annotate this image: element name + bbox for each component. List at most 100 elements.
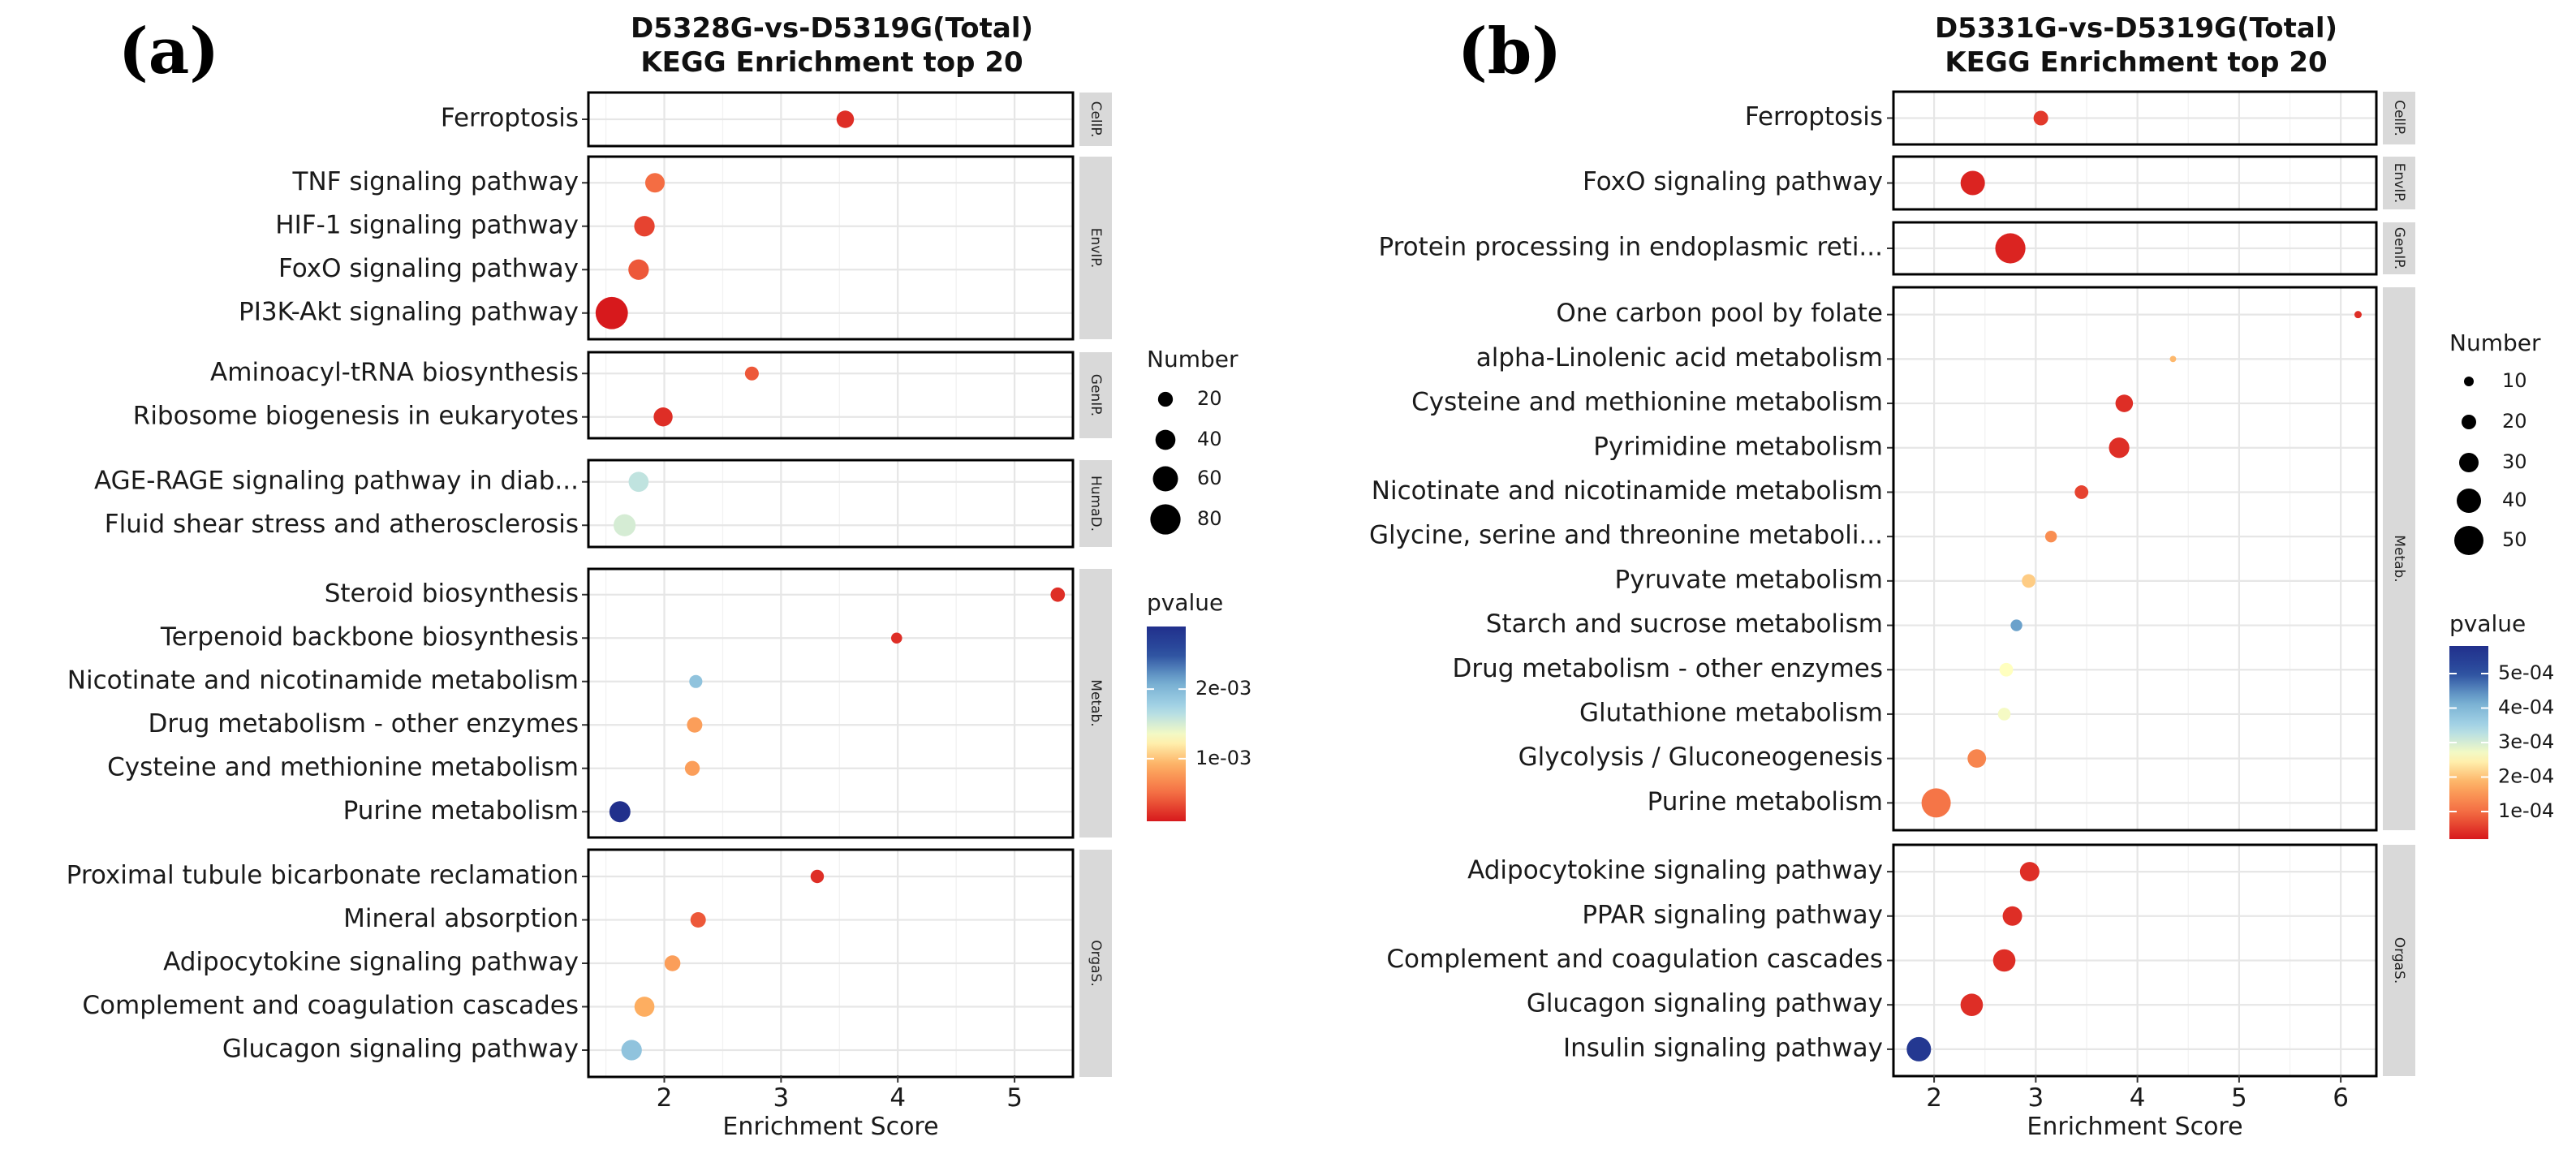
- size-legend-label: 20: [2502, 410, 2527, 433]
- size-legend-label: 20: [1197, 387, 1222, 410]
- term-label: Terpenoid backbone biosynthesis: [160, 622, 579, 652]
- panel-label: (a): [118, 15, 219, 88]
- facet-cellp: CellP. Ferroptosis: [1745, 90, 2415, 146]
- size-legend-key: [1157, 391, 1174, 407]
- facet-strip-label: OrgaS.: [1088, 940, 1104, 986]
- facet-border: [1892, 286, 2378, 832]
- size-legend-key: [2462, 415, 2476, 429]
- term-label: Fluid shear stress and atherosclerosis: [105, 510, 579, 539]
- data-point: [1999, 662, 2014, 677]
- size-legend-label: 40: [2502, 489, 2527, 511]
- facet-border: [587, 155, 1075, 341]
- facet-orgas: OrgaS. Adipocytokine signaling pathway PPA…: [1386, 843, 2415, 1078]
- data-point: [2169, 355, 2177, 363]
- term-label: Proximal tubule bicarbonate reclamation: [67, 861, 579, 890]
- data-point: [2022, 574, 2036, 588]
- facet-border: [1892, 843, 2378, 1078]
- facet-strip: [1079, 569, 1112, 838]
- facet-cellp: CellP. Ferroptosis: [441, 91, 1112, 148]
- facet-strip-label: EnvIP.: [1088, 228, 1104, 269]
- facet-strip-label: Metab.: [2391, 535, 2407, 582]
- term-label: Ferroptosis: [1745, 102, 1883, 131]
- size-legend-label: 10: [2502, 369, 2527, 392]
- facet-border: [587, 351, 1075, 440]
- term-label: Glycine, serine and threonine metaboli..…: [1369, 521, 1883, 550]
- data-point: [634, 997, 655, 1017]
- data-point: [1992, 949, 2016, 972]
- facet-strip: [1079, 157, 1112, 339]
- term-label: Glucagon signaling pathway: [1527, 989, 1883, 1018]
- facet-strip-label: OrgaS.: [2391, 937, 2407, 984]
- facet-border: [587, 848, 1075, 1079]
- term-label: Glycolysis / Gluconeogenesis: [1518, 743, 1883, 772]
- facet-background: [588, 157, 1073, 339]
- x-tick-label: 5: [2231, 1083, 2247, 1113]
- term-label: AGE-RAGE signaling pathway in diab...: [94, 466, 579, 495]
- colorbar-tick-label: 1e-04: [2498, 799, 2554, 822]
- size-legend-label: 80: [1197, 507, 1222, 530]
- x-tick-label: 2: [1926, 1083, 1942, 1113]
- chart-subtitle: KEGG Enrichment top 20: [1945, 46, 2327, 79]
- data-point: [664, 955, 681, 971]
- colorbar-tick-label: 4e-04: [2498, 696, 2554, 719]
- facet-strip: [1079, 352, 1112, 438]
- data-point: [2074, 485, 2089, 499]
- data-point: [614, 514, 636, 536]
- chart-title: D5331G-vs-D5319G(Total): [1935, 12, 2337, 45]
- x-axis-title: Enrichment Score: [722, 1113, 938, 1141]
- data-point: [1906, 1036, 1932, 1061]
- data-point: [2115, 394, 2134, 412]
- data-point: [1997, 708, 2011, 721]
- data-point: [1921, 788, 1951, 818]
- data-point: [628, 259, 649, 280]
- colorbar: [1147, 627, 1186, 821]
- chart-subtitle: KEGG Enrichment top 20: [640, 46, 1023, 79]
- data-point: [2109, 437, 2130, 459]
- facet-border: [1892, 155, 2378, 211]
- term-label: PPAR signaling pathway: [1582, 900, 1883, 929]
- data-point: [2010, 619, 2022, 631]
- size-legend-label: 60: [1197, 467, 1222, 489]
- facet-strip-label: EnvIP.: [2391, 163, 2407, 204]
- data-point: [1050, 587, 1066, 602]
- size-legend: Number 10 20 30 40 50: [2449, 329, 2541, 555]
- colorbar-tick-label: 2e-04: [2498, 765, 2554, 788]
- color-legend: pvalue 5e-04 4e-04 3e-04 2e-04 1e-04: [2449, 610, 2554, 839]
- facet-envip: EnvIP. FoxO signaling pathway: [1583, 155, 2415, 211]
- facet-envip: EnvIP. TNF signaling pathway HIF-1 signali…: [239, 155, 1112, 341]
- data-point: [2002, 906, 2022, 926]
- data-point: [689, 674, 703, 688]
- colorbar-tick-label: 5e-04: [2498, 661, 2554, 684]
- facet-strip: [2383, 157, 2415, 209]
- term-label: Glutathione metabolism: [1579, 698, 1883, 727]
- facet-orgas: OrgaS. Proximal tubule bicarbonate reclam…: [67, 848, 1112, 1079]
- size-legend-label: 50: [2502, 528, 2527, 551]
- facet-strip: [2383, 222, 2415, 274]
- data-point: [1995, 233, 2026, 264]
- color-legend-title: pvalue: [1147, 589, 1223, 616]
- chart-panel-1: (a) D5328G-vs-D5319G(Total)KEGG Enrichmen…: [67, 12, 1252, 1141]
- size-legend-key: [1152, 466, 1178, 492]
- data-point: [2354, 311, 2362, 319]
- panel-label: (b): [1458, 15, 1562, 88]
- x-tick-label: 2: [657, 1083, 673, 1113]
- term-label: Starch and sucrose metabolism: [1486, 609, 1883, 639]
- term-label: FoxO signaling pathway: [1583, 167, 1883, 196]
- term-label: Drug metabolism - other enzymes: [148, 709, 579, 738]
- term-label: Complement and coagulation cascades: [82, 991, 579, 1020]
- term-label: TNF signaling pathway: [292, 167, 579, 196]
- data-point: [810, 869, 825, 884]
- facet-border: [587, 567, 1075, 839]
- facet-metab: Metab. Steroid biosynthesis Terpenoid back…: [67, 567, 1112, 839]
- data-point: [628, 472, 649, 493]
- facet-genip: GenIP. Aminoacyl-tRNA biosynthesis Ribosom…: [133, 351, 1112, 440]
- term-label: Purine metabolism: [1648, 787, 1883, 816]
- facet-border: [587, 459, 1075, 549]
- term-label: Steroid biosynthesis: [325, 579, 579, 608]
- x-axis-title: Enrichment Score: [2027, 1113, 2242, 1141]
- x-tick-label: 4: [2130, 1083, 2146, 1113]
- term-label: Drug metabolism - other enzymes: [1452, 654, 1883, 683]
- term-label: Protein processing in endoplasmic reti..…: [1378, 233, 1883, 262]
- data-point: [687, 717, 703, 733]
